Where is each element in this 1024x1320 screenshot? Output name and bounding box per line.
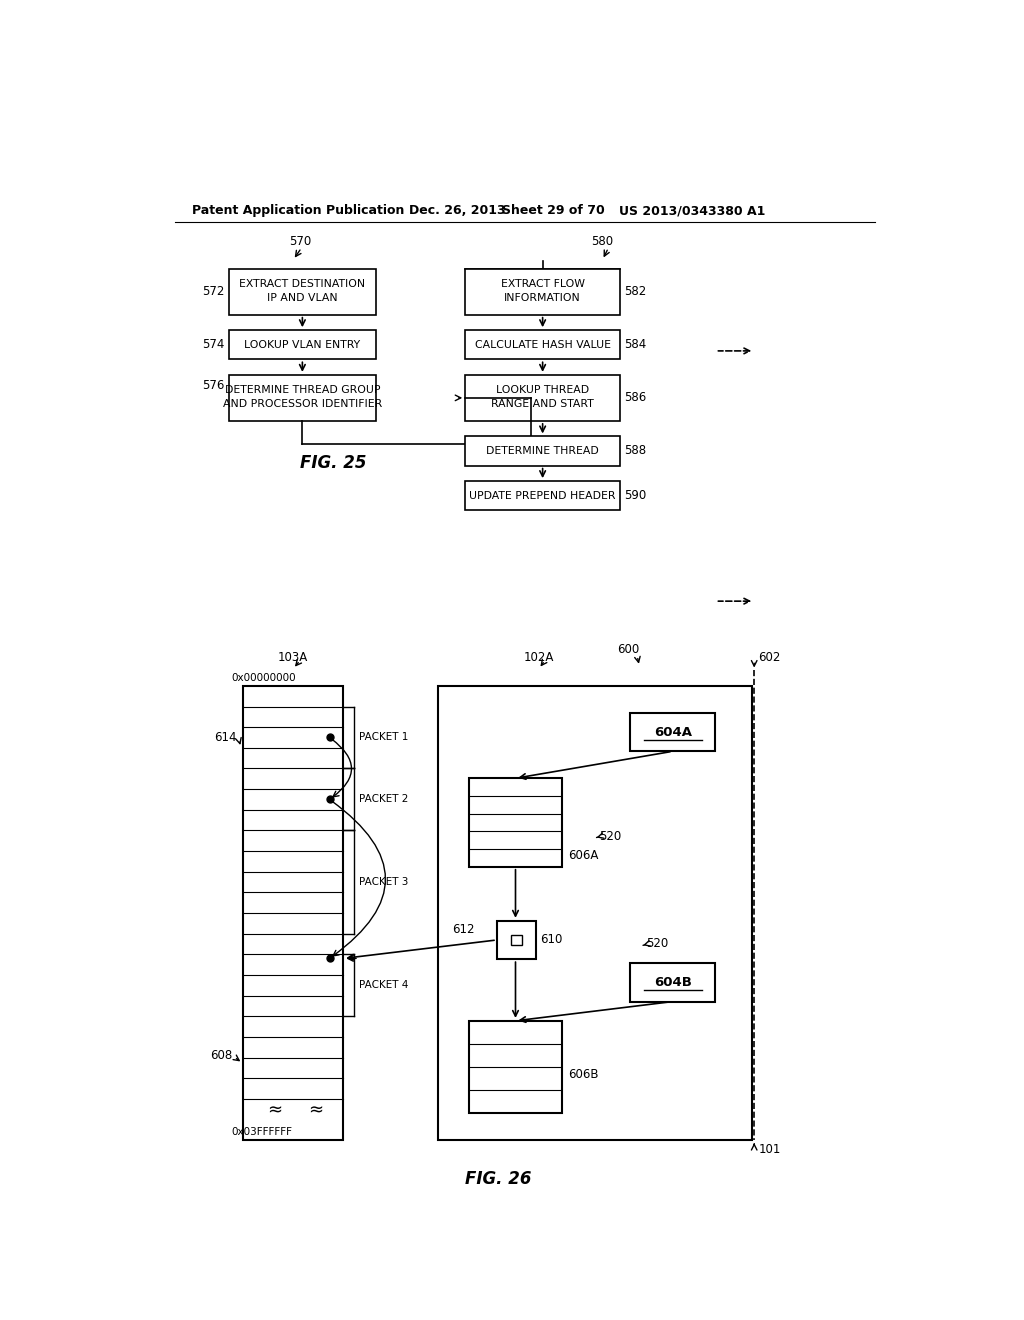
Text: 584: 584 <box>624 338 646 351</box>
Text: 102A: 102A <box>523 651 554 664</box>
Text: 606A: 606A <box>568 849 599 862</box>
Bar <box>630 713 716 751</box>
Text: CALCULATE HASH VALUE: CALCULATE HASH VALUE <box>475 339 610 350</box>
Bar <box>228 268 376 314</box>
Bar <box>438 686 752 1140</box>
Text: 612: 612 <box>452 924 474 936</box>
Text: 588: 588 <box>624 445 646 458</box>
Text: 606B: 606B <box>568 1068 599 1081</box>
Text: 608: 608 <box>210 1049 232 1063</box>
Text: ≈: ≈ <box>307 1102 323 1119</box>
Bar <box>228 330 376 359</box>
Text: Patent Application Publication: Patent Application Publication <box>193 205 404 218</box>
Text: 572: 572 <box>202 285 224 298</box>
Bar <box>465 480 621 511</box>
Text: 600: 600 <box>616 643 639 656</box>
Text: LOOKUP VLAN ENTRY: LOOKUP VLAN ENTRY <box>245 339 360 350</box>
Text: 103A: 103A <box>278 651 308 664</box>
Text: AND PROCESSOR IDENTIFIER: AND PROCESSOR IDENTIFIER <box>223 399 382 409</box>
Text: 602: 602 <box>758 651 780 664</box>
Text: 604A: 604A <box>654 726 692 739</box>
Text: 590: 590 <box>624 490 646 502</box>
Text: 0x03FFFFFF: 0x03FFFFFF <box>231 1127 292 1138</box>
Bar <box>228 375 376 421</box>
Text: 604B: 604B <box>654 975 692 989</box>
Bar <box>630 964 716 1002</box>
Text: IP AND VLAN: IP AND VLAN <box>267 293 338 302</box>
Text: PACKET 2: PACKET 2 <box>359 795 409 804</box>
Bar <box>465 375 621 421</box>
Text: Dec. 26, 2013: Dec. 26, 2013 <box>410 205 506 218</box>
Text: 520: 520 <box>646 937 668 950</box>
Text: US 2013/0343380 A1: US 2013/0343380 A1 <box>618 205 765 218</box>
Text: 614: 614 <box>214 731 237 744</box>
Text: 101: 101 <box>759 1143 781 1156</box>
Bar <box>497 921 536 960</box>
Text: INFORMATION: INFORMATION <box>504 293 581 302</box>
Text: RANGE AND START: RANGE AND START <box>492 399 594 409</box>
Text: 582: 582 <box>624 285 646 298</box>
Bar <box>465 437 621 466</box>
Bar <box>469 779 562 867</box>
Text: FIG. 25: FIG. 25 <box>300 454 367 473</box>
Text: 520: 520 <box>599 829 622 842</box>
Text: 570: 570 <box>289 235 311 248</box>
Bar <box>243 686 343 1140</box>
Bar <box>511 935 521 945</box>
Text: PACKET 4: PACKET 4 <box>359 981 409 990</box>
Bar <box>469 1020 562 1113</box>
Bar <box>465 268 621 314</box>
Text: EXTRACT FLOW: EXTRACT FLOW <box>501 279 585 289</box>
Text: DETERMINE THREAD GROUP: DETERMINE THREAD GROUP <box>224 385 380 395</box>
Text: DETERMINE THREAD: DETERMINE THREAD <box>486 446 599 455</box>
Text: PACKET 1: PACKET 1 <box>359 733 409 742</box>
Text: 574: 574 <box>202 338 224 351</box>
Text: ≈: ≈ <box>267 1102 283 1119</box>
Text: PACKET 3: PACKET 3 <box>359 876 409 887</box>
Bar <box>465 330 621 359</box>
Text: 610: 610 <box>541 933 562 946</box>
Text: FIG. 26: FIG. 26 <box>465 1170 531 1188</box>
Text: UPDATE PREPEND HEADER: UPDATE PREPEND HEADER <box>469 491 615 500</box>
Text: 0x00000000: 0x00000000 <box>231 673 296 684</box>
Text: 576: 576 <box>202 379 224 392</box>
Text: LOOKUP THREAD: LOOKUP THREAD <box>496 385 589 395</box>
Text: 580: 580 <box>591 235 613 248</box>
Text: 586: 586 <box>624 391 646 404</box>
Text: EXTRACT DESTINATION: EXTRACT DESTINATION <box>240 279 366 289</box>
Text: Sheet 29 of 70: Sheet 29 of 70 <box>503 205 605 218</box>
